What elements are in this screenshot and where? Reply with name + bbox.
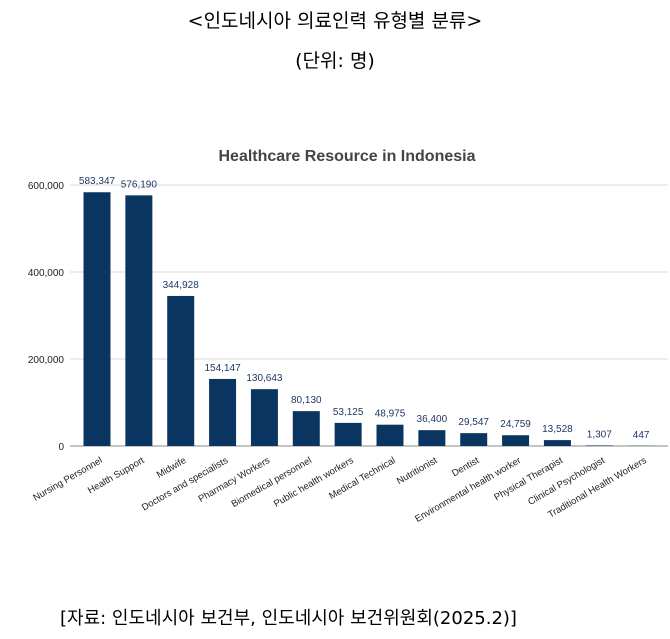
bar — [250, 389, 278, 446]
bar — [460, 433, 488, 446]
data-label: 24,759 — [500, 419, 531, 430]
bar — [543, 440, 571, 446]
data-label: 447 — [633, 430, 650, 441]
chart-bars — [83, 192, 655, 446]
y-tick-label: 0 — [58, 442, 64, 453]
data-label: 154,147 — [204, 363, 241, 374]
unit-label: (단위: 명) — [295, 50, 375, 72]
category-label: Dentist — [450, 455, 481, 479]
data-label: 13,528 — [542, 424, 573, 435]
bar — [502, 435, 530, 446]
data-label: 1,307 — [587, 429, 612, 440]
data-label: 48,975 — [375, 409, 406, 420]
data-label: 130,643 — [246, 373, 283, 384]
bar — [83, 192, 111, 446]
document-title: <인도네시아 의료인력 유형별 분류> — [187, 10, 483, 32]
data-label: 80,130 — [291, 395, 322, 406]
data-label: 29,547 — [458, 417, 489, 428]
data-label: 583,347 — [79, 176, 116, 187]
y-axis-ticks: 0 200,000 400,000 600,000 — [28, 181, 65, 453]
bar — [376, 424, 404, 446]
bar — [418, 430, 446, 446]
chart-title: Healthcare Resource in Indonesia — [219, 148, 476, 165]
bar — [292, 411, 320, 446]
bar — [125, 195, 153, 446]
bar — [167, 295, 195, 446]
bar — [209, 378, 237, 446]
bar — [585, 445, 613, 446]
category-label: Midwife — [155, 455, 188, 481]
y-tick-label: 200,000 — [28, 355, 65, 366]
category-label: Nutritionist — [395, 455, 440, 487]
bar — [334, 422, 362, 446]
data-label: 36,400 — [417, 414, 448, 425]
chart-grid — [70, 184, 668, 447]
data-labels: 583,347 576,190 344,928 154,147 130,643 80,13… — [79, 176, 650, 441]
category-label: Nursing Personnel — [31, 455, 104, 504]
bar-chart: Healthcare Resource in Indonesia 0 200,00… — [28, 148, 668, 525]
source-note: [자료: 인도네시아 보건부, 인도네시아 보건위원회(2025.2)] — [60, 608, 517, 629]
y-tick-label: 600,000 — [28, 181, 65, 192]
y-tick-label: 400,000 — [28, 268, 65, 279]
data-label: 53,125 — [333, 407, 364, 418]
data-label: 344,928 — [163, 280, 200, 291]
data-label: 576,190 — [121, 179, 158, 190]
